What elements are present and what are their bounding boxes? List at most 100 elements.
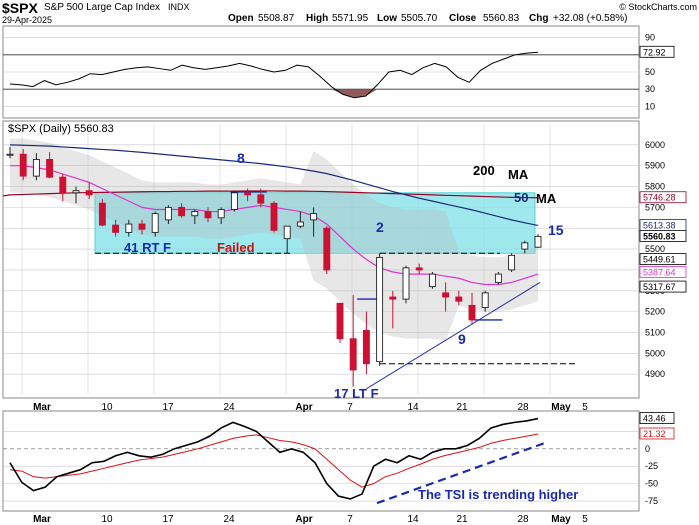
rsi-tick-label: 30: [645, 84, 655, 94]
ma50-line: [9, 144, 539, 227]
candle-body: [442, 292, 450, 298]
annotation-17-lt-f: 17 LT F: [334, 386, 379, 401]
tsi-annotation: The TSI is trending higher: [418, 487, 578, 502]
candle-body: [125, 223, 133, 233]
close-value: 5560.83: [483, 13, 520, 24]
bottom-x-tick-label: 5: [582, 514, 588, 525]
candle-body: [72, 190, 80, 194]
rsi-tick-label: 90: [645, 33, 655, 43]
tsi-value-label: 21.32: [643, 429, 666, 439]
close-label: Close: [449, 13, 477, 24]
price-tick-label: 5700: [645, 202, 665, 212]
candle-body: [164, 206, 172, 221]
top-x-tick-label: 28: [517, 402, 529, 413]
tsi-tick-label: -75: [645, 496, 658, 506]
candle-body: [112, 224, 120, 233]
candle-body: [230, 192, 238, 210]
candle-body: [336, 302, 344, 340]
annotation-50: 50: [514, 190, 528, 205]
tsi-layer: -75-50-25025The TSI is trending higher43…: [3, 412, 675, 506]
candle-body: [151, 213, 159, 233]
open-label: Open: [228, 13, 254, 24]
candle-body: [296, 221, 304, 227]
price-panel: [2, 120, 640, 399]
candle-body: [455, 296, 463, 302]
candle-body: [244, 192, 252, 196]
candle-body: [323, 227, 331, 271]
price-value-label: 5387.64: [643, 267, 676, 277]
candle-body: [85, 190, 93, 196]
price-value-label: 5317.67: [643, 282, 676, 292]
annotation-8: 8: [237, 150, 245, 166]
candle-body: [534, 235, 542, 248]
tsi-tick-label: -50: [645, 479, 658, 489]
price-tick-label: 5500: [645, 244, 665, 254]
low-label: Low: [377, 13, 397, 24]
date: 29-Apr-2025: [2, 15, 52, 25]
price-value-label: 5560.83: [643, 231, 676, 241]
candle-body: [494, 273, 502, 283]
candle-body: [98, 202, 106, 226]
bottom-x-tick-label: Apr: [295, 514, 312, 525]
top-x-tick-label: 24: [223, 402, 235, 413]
price-value-box: [639, 280, 687, 293]
price-tick-label: 4900: [645, 369, 665, 379]
tsi-panel: [2, 410, 640, 512]
candle-body: [138, 223, 146, 230]
candle-body: [468, 304, 476, 321]
candle-body: [204, 211, 212, 219]
rsi-value-box: [639, 45, 675, 58]
bottom-x-tick-label: Mar: [33, 514, 51, 525]
tsi-value-box: [639, 427, 675, 440]
annotation-200: 200: [473, 163, 495, 178]
tsi-value-box: [639, 412, 675, 424]
top-x-tick-label: 7: [347, 402, 353, 413]
price-value-box: [639, 266, 687, 278]
tsi-signal-line: [9, 433, 539, 488]
exchange: INDX: [168, 2, 190, 12]
bottom-x-tick-label: 28: [517, 514, 529, 525]
annotation-2: 2: [376, 219, 384, 235]
top-x-tick-label: 17: [162, 402, 174, 413]
candle-body: [191, 211, 199, 217]
annotation-50-ma: MA: [536, 191, 557, 206]
price-value-label: 5746.28: [643, 193, 676, 203]
tsi-value-label: 43.46: [643, 414, 666, 424]
candle-body: [389, 296, 397, 300]
rsi-tick-label: 50: [645, 67, 655, 77]
top-x-tick-label: Apr: [295, 402, 312, 413]
price-tick-label: 5100: [645, 327, 665, 337]
x-axis-layer: Mar 10 17 24 Apr 7 14 21 28 May 5 Mar 10 17 24 Apr 7 14 21…: [33, 402, 588, 525]
annotation-200-ma: MA: [508, 167, 529, 182]
index-name: S&P 500 Large Cap Index: [44, 2, 160, 13]
rsi-tick-label: 10: [645, 101, 655, 111]
tsi-trend-line: [376, 440, 549, 505]
price-tick-label: 5900: [645, 161, 665, 171]
price-layer: 4900500051005200530054005500560057005800…: [2, 124, 687, 401]
annotation-41-rt-f: 41 RT F: [124, 240, 171, 255]
bottom-x-tick-label: May: [551, 514, 571, 525]
candle-body: [6, 153, 14, 156]
chg-value: +32.08 (+0.58%): [553, 13, 628, 24]
high-value: 5571.95: [332, 13, 369, 24]
candle-body: [349, 338, 357, 371]
bottom-x-tick-label: 24: [223, 514, 235, 525]
candle-body: [481, 292, 489, 308]
candle-body: [19, 153, 27, 177]
candle-body: [32, 158, 40, 177]
candle-body: [257, 194, 265, 204]
candle-body: [310, 213, 318, 221]
candle-body: [508, 254, 516, 271]
candle-body: [362, 329, 370, 365]
chg-label: Chg: [529, 13, 548, 24]
tsi-tick-label: -25: [645, 461, 658, 471]
top-x-tick-label: 10: [101, 402, 113, 413]
price-tick-label: 5800: [645, 182, 665, 192]
candle-body: [283, 225, 291, 240]
symbol: $SPX: [2, 0, 38, 16]
candle-body: [521, 242, 529, 250]
rsi-layer: 103050709072.92: [3, 33, 675, 111]
tsi-line: [9, 417, 539, 500]
